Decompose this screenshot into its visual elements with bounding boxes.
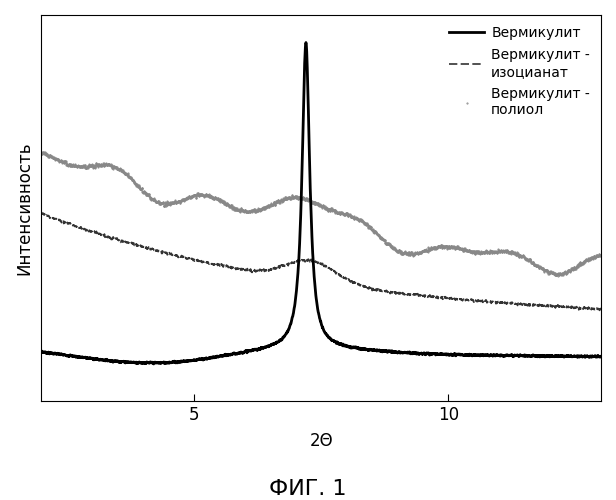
Вермикулит: [277, 336, 284, 342]
Вермикулит -
полиол: [555, 273, 562, 279]
Вермикулит -
полиол: [526, 256, 533, 262]
Text: ФИГ. 1: ФИГ. 1: [269, 479, 347, 499]
Вермикулит -
изоцианат: [252, 268, 259, 274]
Вермикулит -
полиол: [135, 182, 142, 188]
Вермикулит -
изоцианат: [526, 303, 533, 309]
Вермикулит: [253, 346, 260, 352]
Вермикулит -
полиол: [102, 162, 109, 168]
Вермикулит: [135, 360, 142, 366]
Вермикулит -
полиол: [586, 256, 594, 262]
Вермикулит -
изоцианат: [102, 234, 109, 240]
Вермикулит -
полиол: [38, 150, 45, 156]
Line: Вермикулит: Вермикулит: [41, 42, 601, 364]
Вермикулит -
полиол: [40, 149, 47, 155]
Legend: Вермикулит, Вермикулит -
изоцианат, Вермикулит -
полиол: Вермикулит, Вермикулит - изоцианат, Верм…: [445, 22, 594, 122]
Вермикулит: [102, 358, 109, 364]
X-axis label: 2Θ: 2Θ: [309, 432, 333, 450]
Вермикулит: [150, 361, 157, 367]
Y-axis label: Интенсивность: Интенсивность: [15, 141, 33, 274]
Вермикулит: [38, 348, 45, 354]
Вермикулит -
изоцианат: [135, 243, 142, 249]
Вермикулит -
изоцианат: [277, 262, 284, 268]
Вермикулит -
изоцианат: [596, 308, 604, 314]
Вермикулит -
полиол: [253, 208, 260, 214]
Вермикулит: [586, 353, 594, 359]
Вермикулит -
изоцианат: [598, 306, 605, 312]
Line: Вермикулит -
изоцианат: Вермикулит - изоцианат: [41, 212, 601, 310]
Вермикулит: [527, 353, 534, 359]
Вермикулит: [302, 40, 310, 46]
Вермикулит -
полиол: [598, 252, 605, 258]
Line: Вермикулит -
полиол: Вермикулит - полиол: [41, 152, 602, 276]
Вермикулит: [598, 354, 605, 360]
Вермикулит -
изоцианат: [38, 209, 45, 215]
Вермикулит -
изоцианат: [586, 306, 594, 312]
Вермикулит -
полиол: [277, 198, 284, 204]
